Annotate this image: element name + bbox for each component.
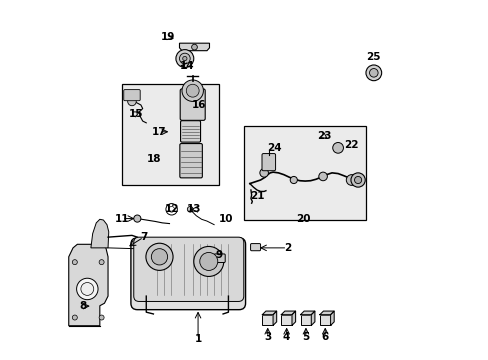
Text: 16: 16 [191, 100, 206, 110]
Bar [122, 84, 219, 185]
FancyBboxPatch shape [180, 89, 205, 120]
Polygon shape [330, 311, 333, 325]
Text: 14: 14 [180, 61, 194, 71]
FancyBboxPatch shape [134, 237, 244, 301]
FancyBboxPatch shape [262, 315, 272, 325]
Polygon shape [272, 311, 276, 325]
FancyBboxPatch shape [214, 254, 225, 262]
Polygon shape [300, 311, 314, 315]
Text: 11: 11 [115, 213, 129, 224]
Circle shape [369, 68, 377, 77]
Circle shape [127, 97, 136, 106]
Text: 24: 24 [266, 143, 281, 153]
Text: 23: 23 [316, 131, 331, 141]
Text: 7: 7 [140, 232, 147, 242]
Text: 13: 13 [187, 204, 202, 214]
Circle shape [151, 249, 167, 265]
Circle shape [186, 84, 199, 97]
Polygon shape [291, 311, 295, 325]
FancyBboxPatch shape [123, 90, 140, 101]
Circle shape [350, 173, 365, 187]
Text: 4: 4 [283, 332, 290, 342]
Text: 3: 3 [264, 332, 271, 342]
Text: 6: 6 [321, 332, 328, 342]
Polygon shape [179, 43, 209, 51]
Text: 17: 17 [152, 127, 166, 137]
Text: 25: 25 [365, 53, 380, 63]
Polygon shape [311, 311, 314, 325]
Circle shape [72, 315, 77, 320]
Circle shape [134, 215, 141, 222]
Circle shape [346, 175, 356, 185]
Text: 22: 22 [344, 140, 358, 150]
FancyBboxPatch shape [262, 154, 275, 171]
Circle shape [179, 53, 190, 64]
Circle shape [318, 172, 326, 181]
Polygon shape [91, 219, 108, 248]
Circle shape [145, 243, 173, 270]
Text: 12: 12 [164, 204, 179, 214]
Text: 1: 1 [194, 334, 201, 344]
Circle shape [259, 168, 268, 177]
Text: 8: 8 [79, 301, 86, 311]
Circle shape [99, 260, 104, 265]
Circle shape [72, 260, 77, 265]
Circle shape [354, 176, 361, 184]
Text: 19: 19 [161, 32, 175, 42]
FancyBboxPatch shape [319, 315, 330, 325]
Circle shape [182, 80, 203, 102]
Circle shape [81, 283, 94, 296]
FancyBboxPatch shape [131, 238, 245, 310]
Circle shape [77, 278, 98, 300]
Circle shape [290, 176, 297, 184]
Circle shape [365, 65, 381, 81]
Text: 2: 2 [283, 243, 290, 253]
Circle shape [187, 206, 193, 212]
Polygon shape [319, 311, 333, 315]
Text: 18: 18 [147, 154, 162, 164]
Polygon shape [69, 244, 108, 326]
FancyBboxPatch shape [300, 315, 311, 325]
Circle shape [183, 57, 186, 61]
Text: 20: 20 [296, 214, 310, 224]
FancyBboxPatch shape [250, 244, 260, 251]
Polygon shape [281, 311, 295, 315]
Circle shape [193, 247, 224, 276]
Text: 5: 5 [302, 332, 309, 342]
Text: 21: 21 [249, 191, 264, 201]
FancyBboxPatch shape [180, 144, 202, 178]
Polygon shape [262, 311, 276, 315]
Text: 10: 10 [218, 214, 233, 224]
Circle shape [332, 143, 343, 153]
Circle shape [176, 50, 193, 67]
Text: 15: 15 [128, 109, 143, 118]
FancyBboxPatch shape [180, 121, 200, 142]
Bar [244, 126, 365, 220]
Circle shape [99, 315, 104, 320]
FancyBboxPatch shape [281, 315, 291, 325]
Text: 9: 9 [216, 250, 223, 260]
Circle shape [200, 252, 217, 270]
Circle shape [191, 44, 197, 50]
